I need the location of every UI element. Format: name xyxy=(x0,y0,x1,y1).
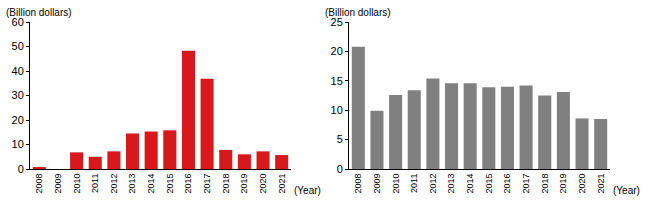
svg-text:2009: 2009 xyxy=(372,174,382,194)
svg-text:2020: 2020 xyxy=(258,174,268,194)
svg-text:2012: 2012 xyxy=(428,174,438,194)
svg-text:2019: 2019 xyxy=(239,174,249,194)
svg-text:(Billion dollars): (Billion dollars) xyxy=(6,7,72,18)
svg-text:2011: 2011 xyxy=(90,174,100,193)
svg-text:2014: 2014 xyxy=(146,174,156,194)
svg-text:(Billion dollars): (Billion dollars) xyxy=(325,7,391,18)
svg-text:2016: 2016 xyxy=(502,174,512,194)
svg-text:2017: 2017 xyxy=(202,174,212,194)
svg-text:2010: 2010 xyxy=(72,174,82,194)
svg-text:2012: 2012 xyxy=(109,174,119,194)
svg-text:2015: 2015 xyxy=(165,174,175,194)
svg-text:2021: 2021 xyxy=(277,174,287,194)
svg-text:(Year): (Year) xyxy=(613,185,640,196)
svg-text:2009: 2009 xyxy=(53,174,63,194)
svg-text:2020: 2020 xyxy=(577,174,587,194)
svg-text:2013: 2013 xyxy=(446,174,456,194)
svg-text:2018: 2018 xyxy=(221,174,231,194)
svg-text:10: 10 xyxy=(331,104,343,116)
svg-text:2011: 2011 xyxy=(409,174,419,193)
svg-text:50: 50 xyxy=(12,40,24,52)
svg-text:10: 10 xyxy=(12,138,24,150)
svg-text:2010: 2010 xyxy=(391,174,401,194)
svg-text:2014: 2014 xyxy=(465,174,475,194)
svg-text:25: 25 xyxy=(331,16,343,28)
svg-text:2013: 2013 xyxy=(127,174,137,194)
svg-text:40: 40 xyxy=(12,65,24,77)
svg-text:2008: 2008 xyxy=(34,174,44,194)
svg-text:20: 20 xyxy=(12,114,24,126)
svg-text:2021: 2021 xyxy=(596,174,606,194)
svg-text:0: 0 xyxy=(18,163,24,175)
svg-text:2018: 2018 xyxy=(540,174,550,194)
svg-text:2017: 2017 xyxy=(521,174,531,194)
svg-text:60: 60 xyxy=(12,16,24,28)
svg-text:0: 0 xyxy=(337,163,343,175)
svg-text:2015: 2015 xyxy=(484,174,494,194)
svg-text:30: 30 xyxy=(12,89,24,101)
svg-text:2016: 2016 xyxy=(183,174,193,194)
svg-text:(Year): (Year) xyxy=(294,185,321,196)
svg-text:15: 15 xyxy=(331,75,343,87)
svg-text:2008: 2008 xyxy=(353,174,363,194)
svg-text:5: 5 xyxy=(337,133,343,145)
svg-text:20: 20 xyxy=(331,45,343,57)
svg-text:2019: 2019 xyxy=(558,174,568,194)
